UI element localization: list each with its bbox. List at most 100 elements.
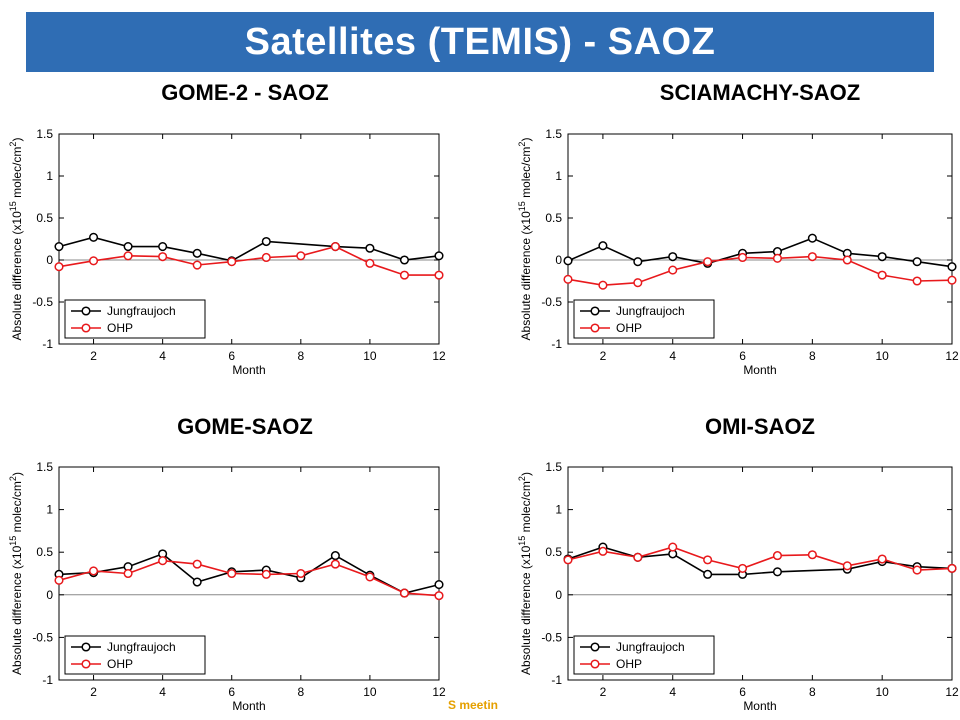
page-title: Satellites (TEMIS) - SAOZ — [244, 20, 716, 63]
x-tick-label: 2 — [90, 685, 97, 699]
data-point-jungfraujoch — [668, 252, 678, 262]
data-point-jungfraujoch — [365, 243, 375, 253]
x-axis-label: Month — [232, 363, 265, 377]
x-axis-label: Month — [743, 699, 776, 713]
y-tick-label: 0 — [46, 253, 53, 267]
data-point-ohp — [668, 265, 678, 275]
x-tick-label: 8 — [809, 685, 816, 699]
x-tick-label: 10 — [876, 685, 890, 699]
data-point-ohp — [365, 572, 375, 582]
data-point-ohp — [842, 561, 852, 571]
series-line-ohp — [58, 245, 439, 276]
data-point-ohp — [261, 252, 271, 263]
legend-label: Jungfraujoch — [616, 304, 685, 318]
y-tick-label: 0.5 — [545, 211, 562, 225]
chart-title-sciamachy: SCIAMACHY-SAOZ — [659, 80, 861, 105]
data-point-ohp — [123, 568, 133, 579]
chart-title-gome: GOME-SAOZ — [177, 414, 313, 439]
legend-marker — [81, 306, 91, 316]
x-tick-label: 10 — [363, 349, 377, 363]
legend-marker — [590, 659, 600, 669]
y-tick-label: 0 — [46, 588, 53, 602]
x-tick-label: 6 — [739, 349, 746, 363]
data-point-ohp — [399, 588, 410, 598]
data-point-ohp — [158, 556, 168, 566]
y-tick-label: 1.5 — [36, 460, 53, 474]
chart-omi-saoz: -1 -0.5 0 0.5 1 1.5 2 4 6 8 10 12 Month Absolute diff… — [517, 460, 959, 713]
chart-title-gome2: GOME-2 - SAOZ — [161, 80, 329, 105]
data-point-jungfraujoch — [261, 236, 271, 247]
chart-title-omi: OMI-SAOZ — [705, 414, 815, 439]
y-axis-label: Absolute difference (x1015 molec/cm2) — [8, 472, 24, 675]
x-tick-label: 8 — [297, 685, 304, 699]
x-tick-label: 12 — [945, 685, 959, 699]
series-line-ohp — [58, 559, 440, 597]
legend-label: OHP — [616, 321, 642, 335]
x-tick-label: 6 — [228, 349, 235, 363]
y-tick-label: -0.5 — [541, 295, 562, 309]
data-point-ohp — [703, 257, 713, 267]
x-tick-label: 6 — [228, 685, 235, 699]
x-tick-label: 12 — [432, 349, 446, 363]
data-point-ohp — [88, 256, 99, 266]
chart-sciamachy-saoz: -1 -0.5 0 0.5 1 1.5 2 4 6 8 10 12 Month Absolute diff… — [517, 127, 959, 377]
y-tick-label: 1.5 — [545, 127, 562, 141]
x-tick-label: 4 — [669, 349, 676, 363]
data-point-jungfraujoch — [330, 551, 340, 561]
data-point-jungfraujoch — [434, 251, 444, 261]
data-point-ohp — [192, 260, 202, 270]
data-point-ohp — [633, 278, 643, 288]
data-point-jungfraujoch — [947, 262, 957, 272]
x-tick-label: 2 — [600, 685, 607, 699]
x-tick-label: 4 — [669, 685, 676, 699]
data-point-ohp — [88, 566, 99, 576]
y-axis-label: Absolute difference (x1015 molec/cm2) — [517, 472, 533, 675]
x-tick-label: 10 — [363, 685, 377, 699]
data-point-ohp — [947, 563, 957, 573]
x-axis-label: Month — [743, 363, 776, 377]
legend-marker — [590, 323, 600, 333]
data-point-jungfraujoch — [192, 577, 202, 587]
y-tick-label: 0 — [555, 253, 562, 267]
series-line-jungfraujoch — [58, 552, 440, 594]
data-point-ohp — [192, 559, 202, 569]
series-line-ohp — [567, 255, 953, 287]
chart-gome2-saoz: -1 -0.5 0 0.5 1 1.5 2 4 6 8 10 12 Month Absolute diff… — [8, 127, 446, 377]
data-point-jungfraujoch — [633, 257, 643, 267]
y-tick-label: -1 — [42, 337, 53, 351]
x-tick-label: 10 — [876, 349, 890, 363]
x-axis-label: Month — [232, 699, 265, 713]
data-point-ohp — [296, 251, 306, 261]
legend-label: Jungfraujoch — [107, 304, 176, 318]
data-point-ohp — [912, 565, 922, 575]
y-axis-label: Absolute difference (x1015 molec/cm2) — [517, 138, 533, 341]
legend-label: OHP — [616, 657, 642, 671]
data-point-ohp — [330, 242, 340, 252]
data-point-ohp — [912, 276, 922, 286]
title-banner: Satellites (TEMIS) - SAOZ — [26, 12, 934, 72]
data-point-ohp — [227, 568, 237, 579]
footer-text: S meetin — [448, 698, 499, 712]
y-tick-label: -0.5 — [32, 295, 53, 309]
data-point-jungfraujoch — [877, 252, 887, 262]
data-point-ohp — [737, 252, 748, 263]
data-point-ohp — [633, 552, 643, 562]
data-point-ohp — [123, 251, 133, 261]
data-point-jungfraujoch — [88, 232, 99, 242]
series-line-jungfraujoch — [567, 237, 953, 268]
data-point-jungfraujoch — [192, 248, 202, 258]
data-point-ohp — [330, 559, 340, 569]
x-tick-label: 2 — [600, 349, 607, 363]
data-point-ohp — [668, 542, 678, 552]
legend-marker — [590, 642, 600, 652]
data-point-ohp — [296, 568, 306, 579]
data-point-jungfraujoch — [598, 241, 608, 251]
data-point-jungfraujoch — [123, 242, 133, 252]
y-tick-label: 1 — [555, 169, 562, 183]
y-tick-label: 1 — [46, 503, 53, 517]
x-tick-label: 8 — [809, 349, 816, 363]
data-point-jungfraujoch — [912, 257, 922, 267]
data-point-ohp — [563, 555, 573, 565]
data-point-ohp — [772, 253, 783, 263]
x-tick-label: 4 — [159, 349, 166, 363]
